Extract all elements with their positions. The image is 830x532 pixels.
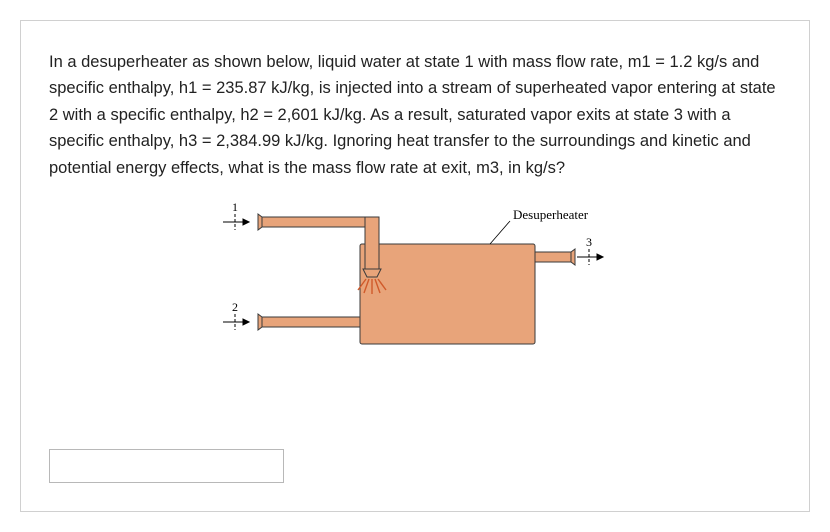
state1-label: 1 — [232, 200, 238, 214]
outlet-pipe-3 — [535, 252, 573, 262]
state3-arrow-icon — [577, 249, 603, 265]
state1-arrow-icon — [223, 214, 249, 230]
chamber-body — [360, 244, 535, 344]
question-card: In a desuperheater as shown below, liqui… — [20, 20, 810, 512]
desuperheater-diagram: 1 2 3 Desuperheater — [215, 199, 615, 364]
state2-arrow-icon — [223, 314, 249, 330]
answer-input[interactable] — [49, 449, 284, 483]
diagram-container: 1 2 3 Desuperheater — [49, 199, 781, 364]
pipe1-flare — [258, 214, 262, 230]
problem-statement: In a desuperheater as shown below, liqui… — [49, 49, 781, 181]
inlet-pipe-2 — [260, 317, 360, 327]
state2-label: 2 — [232, 300, 238, 314]
state3-label: 3 — [586, 235, 592, 249]
pipe2-flare — [258, 314, 262, 330]
downcomer — [365, 217, 379, 269]
desuperheater-leader — [490, 221, 510, 244]
pipe3-flare — [571, 249, 575, 265]
desuperheater-label: Desuperheater — [513, 207, 589, 222]
inlet-pipe-1 — [260, 217, 365, 227]
